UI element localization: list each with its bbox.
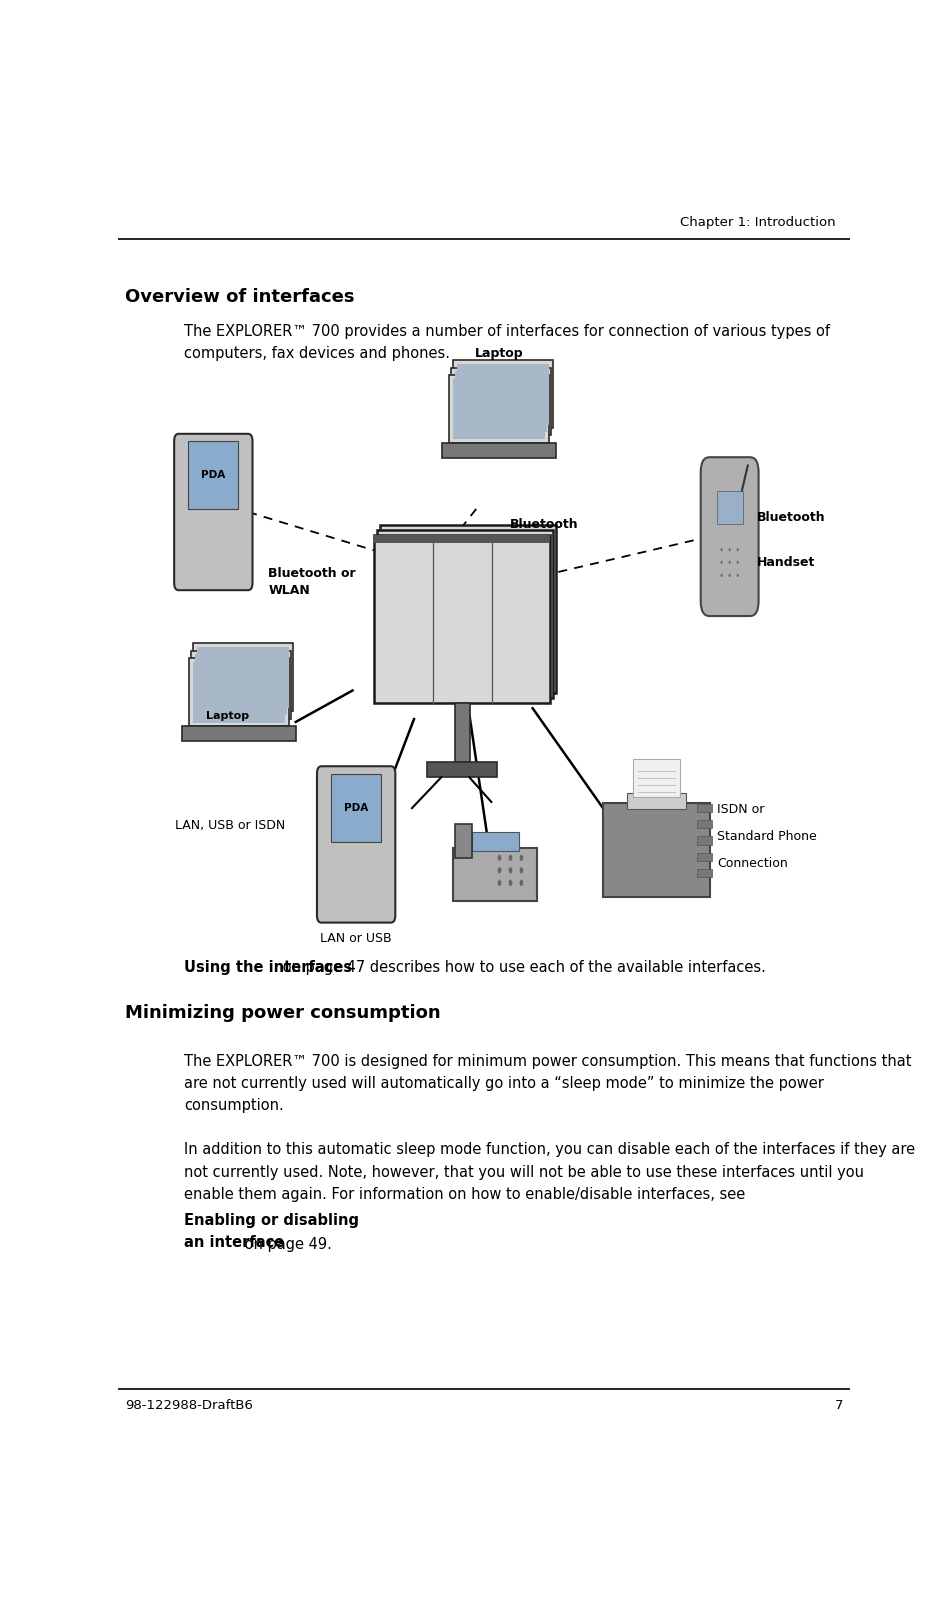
Text: 7: 7 xyxy=(834,1399,842,1412)
Bar xyxy=(453,847,537,902)
Text: Handset: Handset xyxy=(756,556,815,569)
Circle shape xyxy=(728,548,730,552)
Bar xyxy=(696,852,711,860)
Text: The EXPLORER™ 700 is designed for minimum power consumption. This means that fun: The EXPLORER™ 700 is designed for minimu… xyxy=(184,1054,911,1113)
Bar xyxy=(696,820,711,828)
Bar xyxy=(454,704,469,763)
Circle shape xyxy=(508,867,512,873)
Text: PDA: PDA xyxy=(201,470,226,480)
Text: Laptop: Laptop xyxy=(206,712,249,721)
Circle shape xyxy=(508,879,512,886)
Circle shape xyxy=(728,561,730,564)
Bar xyxy=(632,760,680,798)
Bar xyxy=(330,774,380,841)
Circle shape xyxy=(720,548,722,552)
Bar xyxy=(471,831,518,851)
Text: Enabling or disabling
an interface: Enabling or disabling an interface xyxy=(184,1212,359,1250)
Text: Standard Phone: Standard Phone xyxy=(716,830,816,843)
Circle shape xyxy=(497,867,501,873)
Text: Bluetooth or
WLAN: Bluetooth or WLAN xyxy=(268,568,356,598)
FancyBboxPatch shape xyxy=(700,457,758,616)
Circle shape xyxy=(720,574,722,577)
Circle shape xyxy=(519,855,523,860)
Text: LAN or USB: LAN or USB xyxy=(320,932,392,945)
Text: on page 49.: on page 49. xyxy=(240,1236,331,1252)
Circle shape xyxy=(508,855,512,860)
Bar xyxy=(450,368,550,435)
Bar xyxy=(452,379,545,440)
Text: The EXPLORER™ 700 provides a number of interfaces for connection of various type: The EXPLORER™ 700 provides a number of i… xyxy=(184,323,829,361)
Bar xyxy=(374,536,549,544)
Text: Using the interfaces: Using the interfaces xyxy=(184,959,352,975)
Bar xyxy=(602,803,709,897)
Circle shape xyxy=(728,574,730,577)
Bar xyxy=(696,836,711,844)
FancyBboxPatch shape xyxy=(316,766,395,923)
Text: Connection: Connection xyxy=(716,857,786,870)
Bar xyxy=(696,804,711,812)
Bar xyxy=(627,793,685,809)
Bar xyxy=(188,441,238,508)
Text: ISDN or: ISDN or xyxy=(716,803,764,815)
Circle shape xyxy=(519,879,523,886)
Text: on page 47 describes how to use each of the available interfaces.: on page 47 describes how to use each of … xyxy=(278,959,765,975)
Polygon shape xyxy=(454,823,471,857)
Bar xyxy=(716,491,742,524)
Text: Chapter 1: Introduction: Chapter 1: Introduction xyxy=(680,216,834,229)
Bar xyxy=(453,360,553,429)
Bar xyxy=(442,443,555,457)
Text: Laptop: Laptop xyxy=(474,347,523,360)
Bar xyxy=(455,371,547,432)
Text: 98-122988-DraftB6: 98-122988-DraftB6 xyxy=(126,1399,253,1412)
Bar xyxy=(448,376,548,443)
Circle shape xyxy=(736,548,738,552)
Bar xyxy=(189,659,289,726)
Bar xyxy=(427,763,497,777)
Bar xyxy=(195,654,287,715)
Text: PDA: PDA xyxy=(344,803,368,812)
Circle shape xyxy=(519,867,523,873)
Bar xyxy=(696,868,711,878)
Bar xyxy=(182,726,295,742)
Circle shape xyxy=(497,879,501,886)
Bar xyxy=(377,529,552,697)
Bar xyxy=(197,646,289,708)
Bar xyxy=(457,363,548,425)
Text: In addition to this automatic sleep mode function, you can disable each of the i: In addition to this automatic sleep mode… xyxy=(184,1142,914,1202)
Circle shape xyxy=(736,574,738,577)
Circle shape xyxy=(720,561,722,564)
Text: Minimizing power consumption: Minimizing power consumption xyxy=(126,1004,441,1022)
Text: Bluetooth: Bluetooth xyxy=(756,510,825,524)
Bar xyxy=(194,643,293,712)
Bar xyxy=(191,651,291,718)
Text: Overview of interfaces: Overview of interfaces xyxy=(126,288,355,305)
Circle shape xyxy=(736,561,738,564)
Text: Bluetooth: Bluetooth xyxy=(510,518,578,531)
FancyBboxPatch shape xyxy=(174,433,252,590)
Bar xyxy=(379,524,555,692)
Bar xyxy=(374,536,549,704)
Circle shape xyxy=(497,855,501,860)
Text: LAN, USB or ISDN: LAN, USB or ISDN xyxy=(175,819,285,831)
Bar xyxy=(193,662,285,723)
